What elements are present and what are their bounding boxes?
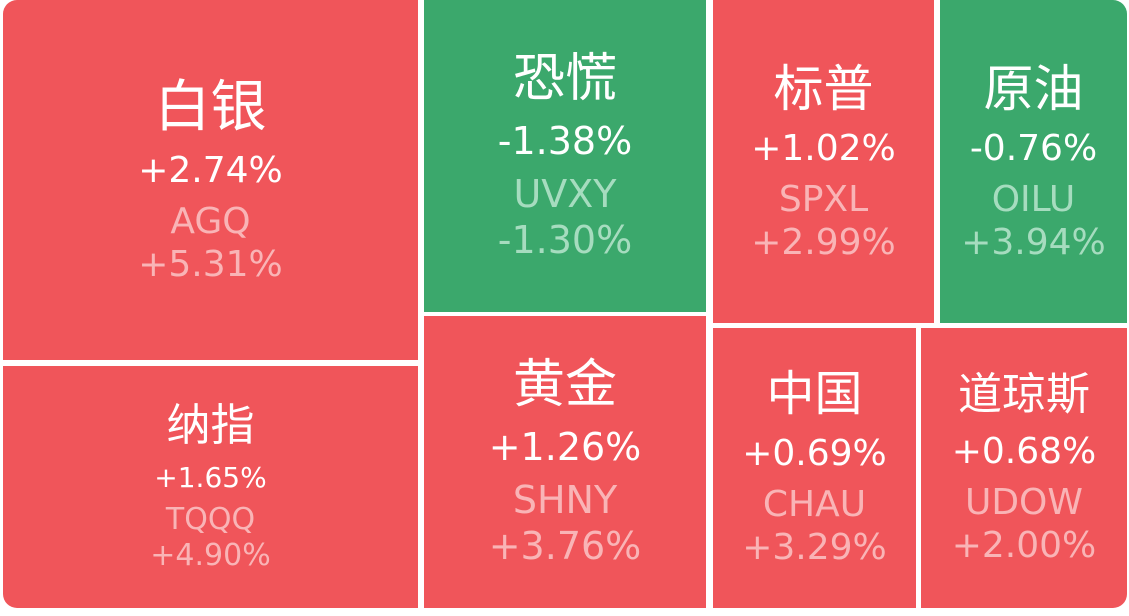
tile[interactable]: 道琼斯 +0.68% UDOW +2.00% <box>921 328 1127 608</box>
ticker: UVXY <box>513 172 617 217</box>
tile-name: 原油 <box>983 59 1084 118</box>
ticker-change: -1.30% <box>497 217 633 262</box>
ticker: OILU <box>991 178 1076 220</box>
tile[interactable]: 黄金 +1.26% SHNY +3.76% <box>424 316 706 608</box>
ticker: SHNY <box>512 478 618 523</box>
tile-change: +1.26% <box>488 424 642 469</box>
tile-name: 道琼斯 <box>958 368 1090 420</box>
tile-change: +1.65% <box>154 460 267 494</box>
ticker: CHAU <box>762 484 867 526</box>
tile-change: +0.69% <box>742 433 887 475</box>
ticker-change: +5.31% <box>138 244 283 286</box>
ticker: TQQQ <box>165 502 256 538</box>
tile[interactable]: 纳指 +1.65% TQQQ +4.90% <box>3 366 418 608</box>
tile-name: 恐慌 <box>512 49 617 110</box>
tile-change: +0.68% <box>951 430 1097 472</box>
tile-name: 纳指 <box>166 399 255 451</box>
tile[interactable]: 标普 +1.02% SPXL +2.99% <box>713 0 934 323</box>
tile-change: -1.38% <box>497 118 633 163</box>
ticker-change: +3.29% <box>742 527 887 569</box>
ticker-change: +3.94% <box>961 222 1106 264</box>
ticker: SPXL <box>778 178 869 220</box>
tile[interactable]: 中国 +0.69% CHAU +3.29% <box>713 328 916 608</box>
ticker-change: +3.76% <box>488 523 642 568</box>
ticker-change: +4.90% <box>150 538 271 574</box>
tile-change: +2.74% <box>138 149 283 191</box>
tile[interactable]: 原油 -0.76% OILU +3.94% <box>940 0 1127 323</box>
tile[interactable]: 恐慌 -1.38% UVXY -1.30% <box>424 0 706 312</box>
tile-name: 白银 <box>154 74 267 140</box>
tile-change: +1.02% <box>751 127 896 169</box>
tile-name: 标普 <box>773 59 874 118</box>
ticker: UDOW <box>964 481 1083 523</box>
tile[interactable]: 白银 +2.74% AGQ +5.31% <box>3 0 418 360</box>
ticker: AGQ <box>170 201 251 242</box>
tile-change: -0.76% <box>969 127 1098 169</box>
tile-name: 黄金 <box>512 355 617 416</box>
ticker-change: +2.99% <box>751 222 896 264</box>
tile-name: 中国 <box>766 366 863 423</box>
ticker-change: +2.00% <box>951 524 1097 566</box>
